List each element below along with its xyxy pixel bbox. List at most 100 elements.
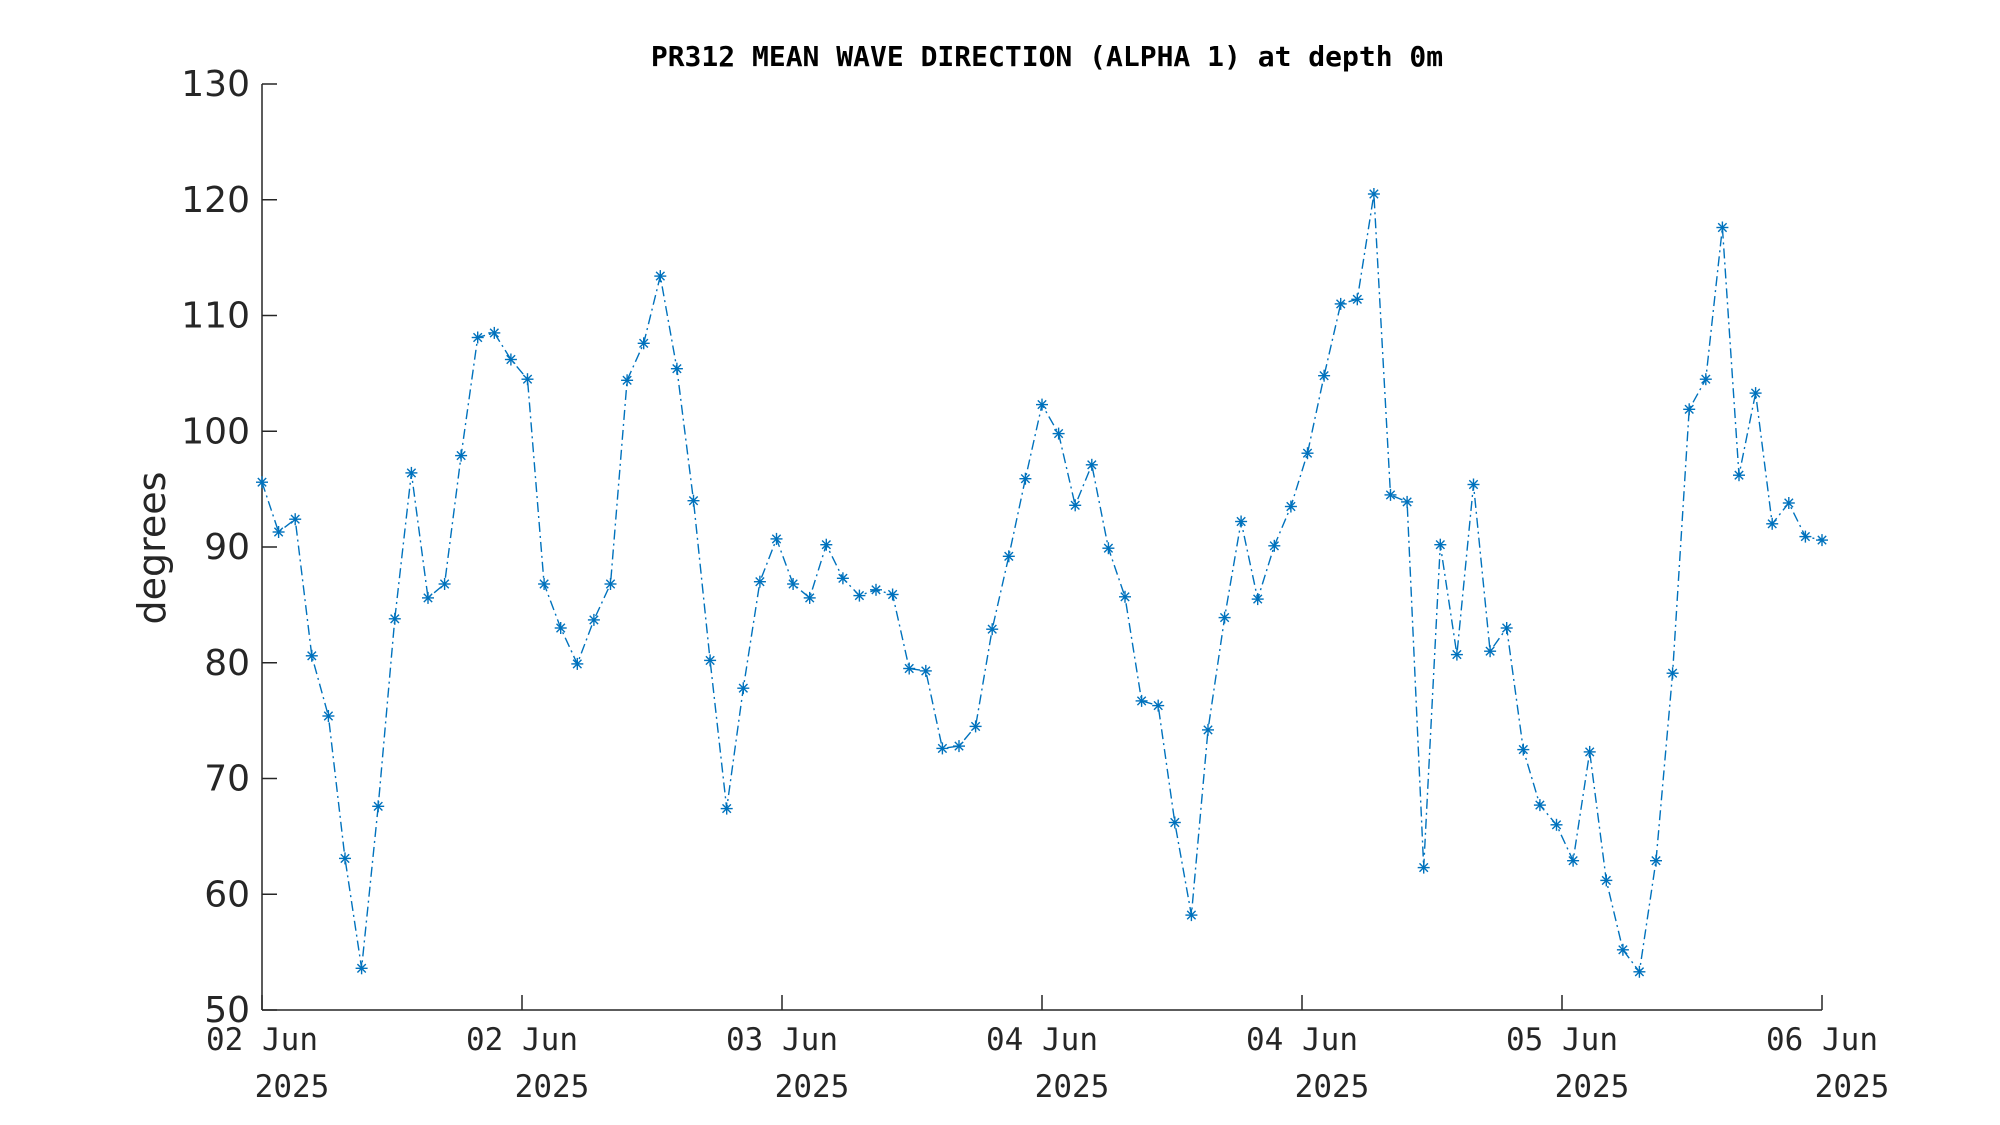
data-point xyxy=(670,362,683,375)
data-point xyxy=(488,326,501,339)
data-point xyxy=(438,578,451,590)
data-point xyxy=(455,449,468,462)
data-point xyxy=(1052,427,1065,440)
data-point xyxy=(1417,861,1430,874)
data-point xyxy=(1699,373,1712,386)
data-point xyxy=(870,583,882,596)
data-point xyxy=(1600,874,1613,887)
data-point xyxy=(1185,909,1198,922)
data-point xyxy=(1500,622,1513,634)
data-point xyxy=(1284,500,1297,513)
data-point xyxy=(753,575,766,588)
data-point xyxy=(355,962,368,975)
chart-title: PR312 MEAN WAVE DIRECTION (ALPHA 1) at d… xyxy=(651,40,1443,73)
y-tick-label: 90 xyxy=(204,527,250,568)
y-tick-label: 70 xyxy=(204,759,250,800)
series-line xyxy=(261,193,1823,974)
data-point xyxy=(1036,398,1048,411)
data-point xyxy=(1218,611,1231,624)
data-point xyxy=(372,800,385,813)
x-tick-label-day: 02 Jun xyxy=(466,1022,578,1058)
data-point xyxy=(1168,816,1181,829)
data-point xyxy=(554,622,567,634)
data-point xyxy=(803,591,816,604)
data-point xyxy=(571,657,584,670)
y-tick-label: 80 xyxy=(204,643,250,684)
y-axis-label: degrees xyxy=(130,472,174,625)
data-point xyxy=(471,331,484,344)
data-point xyxy=(1733,469,1745,482)
data-point xyxy=(737,682,750,695)
series-layer xyxy=(256,188,1828,978)
y-tick-label: 50 xyxy=(204,990,250,1031)
data-point xyxy=(903,662,916,675)
data-point xyxy=(1550,818,1563,831)
data-point xyxy=(1367,188,1380,200)
data-point xyxy=(1301,447,1314,460)
data-point xyxy=(1085,458,1098,471)
data-point xyxy=(720,802,733,815)
data-point xyxy=(1268,539,1281,552)
y-tick-label: 120 xyxy=(181,180,250,221)
data-point xyxy=(1318,369,1331,382)
x-tick-label-year: 2025 xyxy=(775,1069,850,1105)
data-point xyxy=(704,654,717,667)
data-point xyxy=(1616,943,1629,956)
x-ticks: 02 Jun 2025 02 Jun 2025 03 Jun 2025 04 Jun 2025… xyxy=(206,995,1889,1105)
data-point xyxy=(886,588,899,601)
data-point xyxy=(1517,743,1530,756)
data-point xyxy=(587,613,600,626)
data-point xyxy=(1251,593,1264,606)
data-point xyxy=(1235,515,1248,528)
data-point xyxy=(1102,542,1115,555)
data-point xyxy=(969,720,982,733)
x-tick-label-day: 02 Jun xyxy=(206,1022,318,1058)
data-point xyxy=(1666,667,1679,680)
axes xyxy=(261,84,1822,1011)
data-point xyxy=(1683,403,1696,416)
x-tick-label-day: 05 Jun xyxy=(1506,1022,1618,1058)
x-tick-label-day: 04 Jun xyxy=(986,1022,1098,1058)
data-point xyxy=(820,538,833,551)
data-point xyxy=(1782,497,1795,509)
data-point xyxy=(1119,590,1131,603)
x-tick-label-day: 03 Jun xyxy=(726,1022,838,1058)
x-tick-label-year: 2025 xyxy=(1815,1069,1890,1105)
data-point xyxy=(1351,293,1364,306)
data-point xyxy=(1816,534,1828,547)
data-point xyxy=(654,270,667,283)
data-point xyxy=(504,353,517,366)
data-point xyxy=(1152,699,1165,712)
data-point xyxy=(1002,550,1015,563)
data-point xyxy=(853,589,866,602)
data-point xyxy=(919,664,932,677)
data-point xyxy=(936,742,949,755)
data-point xyxy=(388,612,401,625)
data-point xyxy=(1716,221,1729,234)
data-point xyxy=(986,623,999,636)
y-tick-label: 100 xyxy=(181,411,250,452)
data-point xyxy=(1766,517,1779,530)
data-point xyxy=(621,374,634,387)
data-point xyxy=(1567,854,1580,867)
data-point xyxy=(305,649,318,662)
data-point xyxy=(1450,648,1463,661)
data-point xyxy=(1650,854,1662,867)
data-point xyxy=(339,852,351,865)
x-tick-label-year: 2025 xyxy=(255,1069,330,1105)
y-ticks: 50 60 70 80 90 100 110 120 130 xyxy=(181,64,277,1031)
data-point xyxy=(787,578,800,590)
data-point xyxy=(256,476,268,489)
x-tick-label-year: 2025 xyxy=(1295,1069,1370,1105)
x-tick-label-year: 2025 xyxy=(1035,1069,1110,1105)
data-point xyxy=(521,373,534,386)
data-point xyxy=(836,572,849,585)
data-point xyxy=(1583,745,1596,758)
y-tick-label: 60 xyxy=(204,874,250,915)
y-tick-label: 130 xyxy=(181,64,250,105)
data-point xyxy=(1467,478,1480,491)
data-point xyxy=(1533,799,1546,812)
data-point xyxy=(604,578,617,590)
x-tick-label-year: 2025 xyxy=(515,1069,590,1105)
